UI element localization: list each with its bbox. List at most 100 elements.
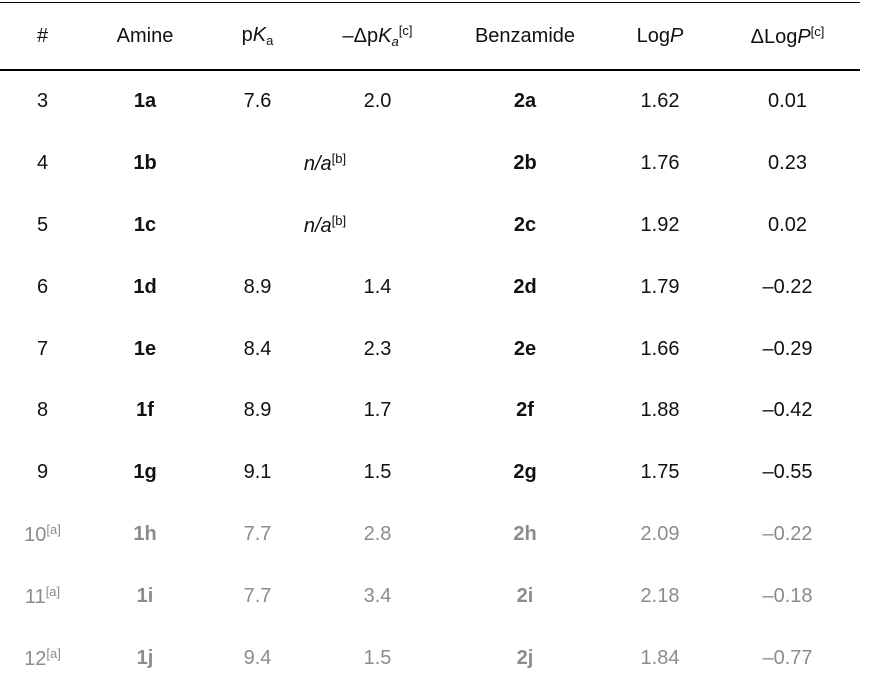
header-row: # Amine pKa –ΔpKa[c] Benzamide LogP ΔLogP[c] [0,2,860,71]
cell-text: Benzamide [474,24,576,47]
table-cell: 1.5 [310,627,445,689]
table-cell: 2d [445,256,605,318]
cell-text: 2i [516,584,534,607]
table-cell: 1f [85,380,205,442]
header-cell: ΔLogP[c] [715,3,860,71]
cell-text: 1b [133,152,157,175]
cell-text: Log [636,24,671,47]
table-cell: 11[a] [0,565,85,627]
cell-text: 1.5 [363,646,392,669]
cell-text: 1.4 [363,275,392,298]
table-cell: 3 [0,70,85,133]
cell-text: 5 [36,213,49,236]
cell-text: –0.22 [762,522,813,545]
table-cell: 7.7 [205,565,310,627]
cell-text: 2.3 [363,337,392,360]
cell-text: P [670,24,684,47]
cell-text: –Δp [342,25,379,47]
table-row: 3 1a 7.6 2.0 2a 1.62 0.01 [0,70,860,133]
table-cell: –0.29 [715,318,860,380]
table-row: 9 1g 9.1 1.5 2g 1.75 –0.55 [0,442,860,504]
table-cell: 9 [0,442,85,504]
cell-text: 9.4 [243,646,272,669]
table-cell: 1.4 [310,256,445,318]
table-cell: 1c [85,195,205,257]
cell-text: 1f [136,399,154,422]
cell-text: 1.92 [640,213,680,236]
table-cell: 2.18 [605,565,715,627]
cell-text: 0.23 [768,152,807,175]
table-cell: 9.4 [205,627,310,689]
cell-text: 0.01 [768,90,807,113]
table-cell: 0.23 [715,133,860,195]
table-cell: 1.66 [605,318,715,380]
table-cell: 1.84 [605,627,715,689]
table-cell: n/a[b] [205,195,445,257]
cell-text: [a] [46,645,61,661]
table-cell: 12[a] [0,627,85,689]
cell-text: [b] [331,212,347,228]
cell-text: 2.18 [640,584,680,607]
cell-text: 8.9 [243,399,272,422]
table-row: 11[a] 1i 7.7 3.4 2i 2.18 –0.18 [0,565,860,627]
cell-text: 2b [513,152,537,175]
cell-text: 2c [513,213,537,236]
cell-text: 1a [133,90,157,113]
cell-text: 2e [513,337,537,360]
table-cell: 1e [85,318,205,380]
cell-text: 9.1 [243,461,272,484]
cell-text: [b] [331,151,347,167]
cell-text: 9 [36,461,49,484]
cell-text: 1.76 [640,152,680,175]
table-cell: 2i [445,565,605,627]
cell-text: [c] [398,23,413,38]
cell-text: 7.7 [243,584,272,607]
table-cell: 7 [0,318,85,380]
table-cell: –0.77 [715,627,860,689]
cell-text: 1.79 [640,275,680,298]
cell-text: 1j [136,646,154,669]
table-row: 7 1e 8.4 2.3 2e 1.66 –0.29 [0,318,860,380]
table-cell: 8.9 [205,380,310,442]
table-cell: –0.22 [715,256,860,318]
table-cell: 2g [445,442,605,504]
table-cell: 2e [445,318,605,380]
table-body: 3 1a 7.6 2.0 2a 1.62 0.01 4 1b n/a[b] 2b 1.76 0.23 5 1… [0,70,860,689]
cell-text: 8 [36,399,49,422]
table-cell: 2j [445,627,605,689]
table-cell: 4 [0,133,85,195]
cell-text: 2g [513,461,537,484]
cell-text: 1i [136,584,154,607]
header-cell: –ΔpKa[c] [310,3,445,71]
cell-text: 2.09 [640,522,680,545]
table-row: 12[a] 1j 9.4 1.5 2j 1.84 –0.77 [0,627,860,689]
cell-text: K [252,24,267,46]
table-cell: 0.02 [715,195,860,257]
header-cell: pKa [205,3,310,71]
cell-text: 1c [133,213,157,236]
cell-text: 2j [516,646,534,669]
cell-text: 3.4 [363,584,392,607]
cell-text: 1.75 [640,461,680,484]
cell-text: n/a [303,214,332,237]
cell-text: Amine [116,24,174,47]
cell-text: 7.6 [243,90,272,113]
cell-text: 2d [513,275,537,298]
cell-text: 1g [133,461,157,484]
cell-text: 2f [516,399,534,422]
cell-text: –0.55 [762,461,813,484]
table-cell: 6 [0,256,85,318]
table-header: # Amine pKa –ΔpKa[c] Benzamide LogP ΔLogP[c] [0,2,860,71]
header-cell: Amine [85,3,205,71]
table-cell: 8.4 [205,318,310,380]
table-cell: 1.76 [605,133,715,195]
cell-text: –0.29 [762,337,813,360]
table-cell: 1g [85,442,205,504]
table-cell: 1.7 [310,380,445,442]
cell-text: ΔLog [750,25,798,48]
cell-text: a [391,34,399,49]
table-cell: 1.92 [605,195,715,257]
cell-text: 8.4 [243,337,272,360]
cell-text: –0.18 [762,584,813,607]
cell-text: 1.66 [640,337,680,360]
